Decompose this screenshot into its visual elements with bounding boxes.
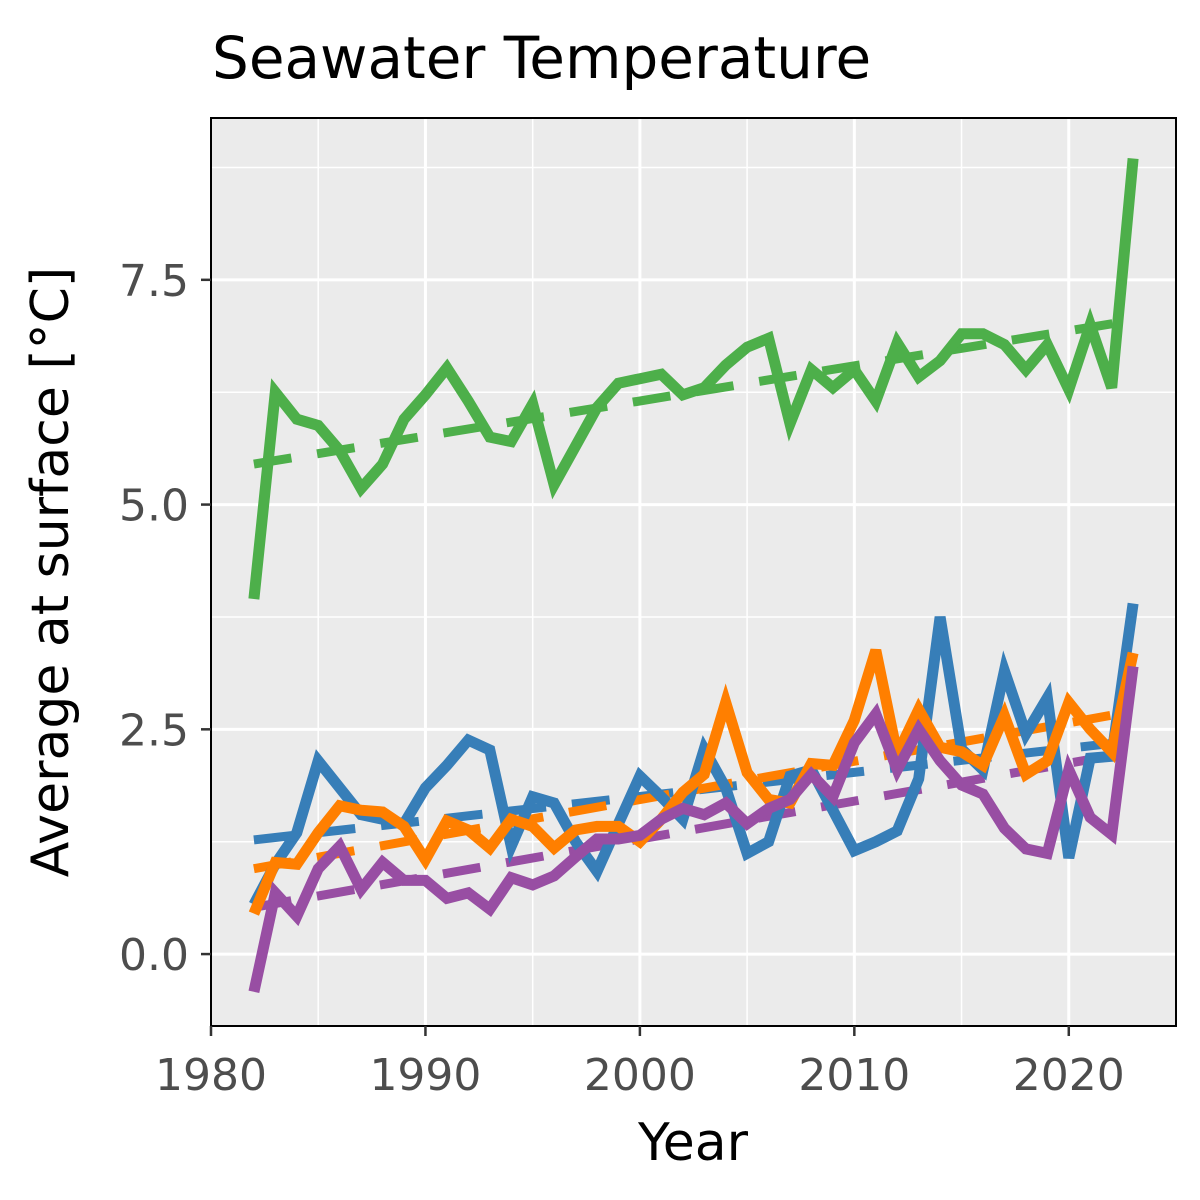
x-tick-label: 1990 bbox=[369, 1050, 481, 1101]
x-axis-title: Year bbox=[637, 1113, 749, 1173]
trend-line-0 bbox=[253, 315, 1134, 469]
x-tick-label: 2000 bbox=[584, 1050, 696, 1101]
series-lines bbox=[248, 157, 1139, 993]
y-tick-label: 7.5 bbox=[119, 256, 189, 307]
chart-title: Seawater Temperature bbox=[212, 24, 871, 92]
x-tick-label: 2010 bbox=[798, 1050, 910, 1101]
y-tick-label: 0.0 bbox=[119, 930, 189, 981]
y-tick-label: 5.0 bbox=[119, 481, 189, 532]
y-tick-label: 2.5 bbox=[119, 705, 189, 756]
y-axis-title: Average at surface [°C] bbox=[21, 267, 81, 877]
y-axis-ticks: 0.0 2.5 5.0 7.5 bbox=[119, 256, 211, 981]
major-gridlines bbox=[211, 118, 1176, 1026]
x-tick-label: 1980 bbox=[155, 1050, 267, 1101]
series-line-3 bbox=[248, 665, 1139, 993]
series-line-0 bbox=[248, 157, 1139, 600]
x-tick-label: 2020 bbox=[1013, 1050, 1125, 1101]
x-axis-ticks: 1980 1990 2000 2010 2020 bbox=[155, 1026, 1125, 1101]
minor-gridlines bbox=[211, 118, 1176, 1026]
series-line-2 bbox=[248, 648, 1139, 916]
plot-border bbox=[210, 117, 1177, 1027]
trend-line-2 bbox=[253, 706, 1134, 874]
